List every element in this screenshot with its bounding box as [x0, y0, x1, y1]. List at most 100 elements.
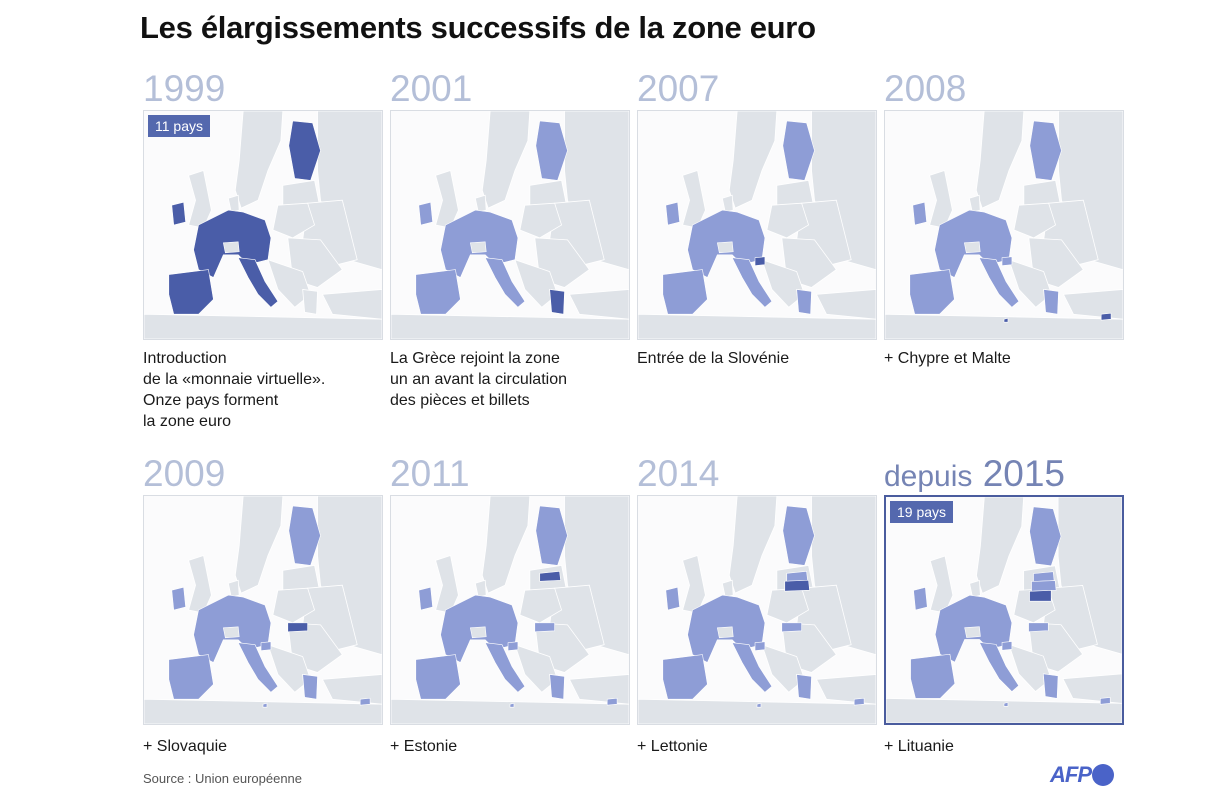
land-switzerland [716, 241, 734, 254]
eurozone-latvia [784, 579, 810, 592]
eurozone-greece [796, 289, 812, 315]
eurozone-italy [978, 257, 1020, 308]
land-scandinavia [481, 496, 531, 594]
land-denmark [474, 579, 487, 598]
land-africa [391, 698, 629, 724]
eurozone-ireland [418, 586, 433, 611]
land-greeceBase [302, 288, 318, 315]
land-switzerland [469, 626, 487, 639]
land-switzerland [716, 626, 734, 639]
eurozone-ireland [913, 587, 928, 611]
page-title: Les élargissements successifs de la zone… [140, 10, 816, 45]
eurozone-slovakia [287, 622, 308, 633]
panel-caption: + Lettonie [637, 738, 708, 755]
land-balkans [267, 644, 312, 693]
eurozone-iberia [910, 653, 956, 699]
afp-logo: AFP [1050, 762, 1114, 788]
eurozone-italy [237, 257, 279, 308]
land-balkans [761, 259, 806, 308]
europe-map [637, 110, 877, 340]
eurozone-iberia [415, 269, 461, 315]
eurozone-malta [1003, 317, 1009, 323]
land-turkey [568, 289, 629, 320]
land-poland [272, 202, 316, 239]
panel-year: 2014 [637, 453, 720, 494]
land-balkans [514, 644, 559, 693]
europe-map-graphic [885, 111, 1123, 339]
land-scandinavia [976, 497, 1025, 594]
eurozone-greece [549, 674, 565, 700]
land-denmark [969, 580, 981, 598]
eurozone-iberia [662, 654, 708, 700]
eurozone-lithuania [1029, 590, 1052, 602]
eurozone-greece [1043, 673, 1059, 699]
country-count-badge: 19 pays [890, 501, 954, 523]
eurozone-italy [237, 642, 279, 693]
land-africa [391, 313, 629, 339]
land-turkey [815, 674, 876, 705]
eurozone-cyprus [359, 697, 371, 706]
land-africa [638, 698, 876, 724]
country-count-badge: 11 pays [148, 115, 210, 137]
land-balkans [1008, 643, 1052, 693]
land-balkans [761, 644, 806, 693]
panel-caption: + Slovaquie [143, 738, 228, 755]
land-africa [144, 698, 382, 724]
europe-map-graphic [144, 496, 382, 724]
land-denmark [721, 579, 734, 598]
panel-year: 2011 [390, 453, 470, 494]
eurozone-iberia [168, 269, 214, 315]
eurozone-cyprus [606, 697, 618, 706]
panel-year: 2001 [390, 68, 473, 109]
europe-map-graphic [391, 111, 629, 339]
eurozone-ireland [665, 201, 680, 226]
land-scandinavia [975, 111, 1025, 209]
eurozone-slovenia [754, 641, 766, 651]
land-turkey [815, 289, 876, 320]
eurozone-finland [1029, 120, 1062, 181]
land-turkey [321, 674, 382, 705]
eurozone-slovenia [260, 641, 272, 651]
eurozone-finland [288, 120, 321, 181]
land-switzerland [964, 626, 981, 638]
eurozone-latvia [1031, 580, 1057, 592]
eurozone-slovenia [507, 641, 519, 651]
eurozone-ireland [171, 201, 186, 226]
eurozone-malta [756, 702, 762, 708]
land-africa [885, 313, 1123, 339]
europe-map [143, 495, 383, 725]
europe-map [884, 110, 1124, 340]
eurozone-italy [484, 257, 526, 308]
eurozone-italy [484, 642, 526, 693]
europe-map [637, 495, 877, 725]
eurozone-ireland [912, 201, 927, 226]
eurozone-slovenia [1001, 256, 1013, 266]
panel-year: 2007 [637, 68, 720, 109]
eurozone-finland [782, 505, 815, 566]
eurozone-finland [1029, 506, 1062, 567]
eurozone-malta [262, 702, 268, 708]
europe-map: 19 pays [884, 495, 1124, 725]
eurozone-cyprus [1100, 697, 1111, 705]
land-denmark [968, 194, 981, 213]
eurozone-slovakia [534, 622, 555, 633]
land-poland [766, 202, 810, 239]
land-turkey [321, 289, 382, 320]
eurozone-cyprus [1100, 312, 1112, 321]
land-denmark [227, 579, 240, 598]
europe-map-graphic [144, 111, 382, 339]
panel-caption: + Chypre et Malte [884, 350, 1011, 367]
land-poland [519, 202, 563, 239]
eurozone-ireland [171, 586, 186, 611]
land-africa [144, 313, 382, 339]
europe-map-graphic [391, 496, 629, 724]
land-balkans [1008, 259, 1053, 308]
panel-caption: Introduction de la «monnaie virtuelle». … [143, 350, 326, 430]
land-africa [886, 698, 1122, 723]
eurozone-slovenia [754, 256, 766, 266]
eurozone-iberia [415, 654, 461, 700]
eurozone-estonia [786, 571, 808, 582]
land-poland [1013, 202, 1057, 239]
land-scandinavia [481, 111, 531, 209]
eurozone-malta [509, 702, 515, 708]
